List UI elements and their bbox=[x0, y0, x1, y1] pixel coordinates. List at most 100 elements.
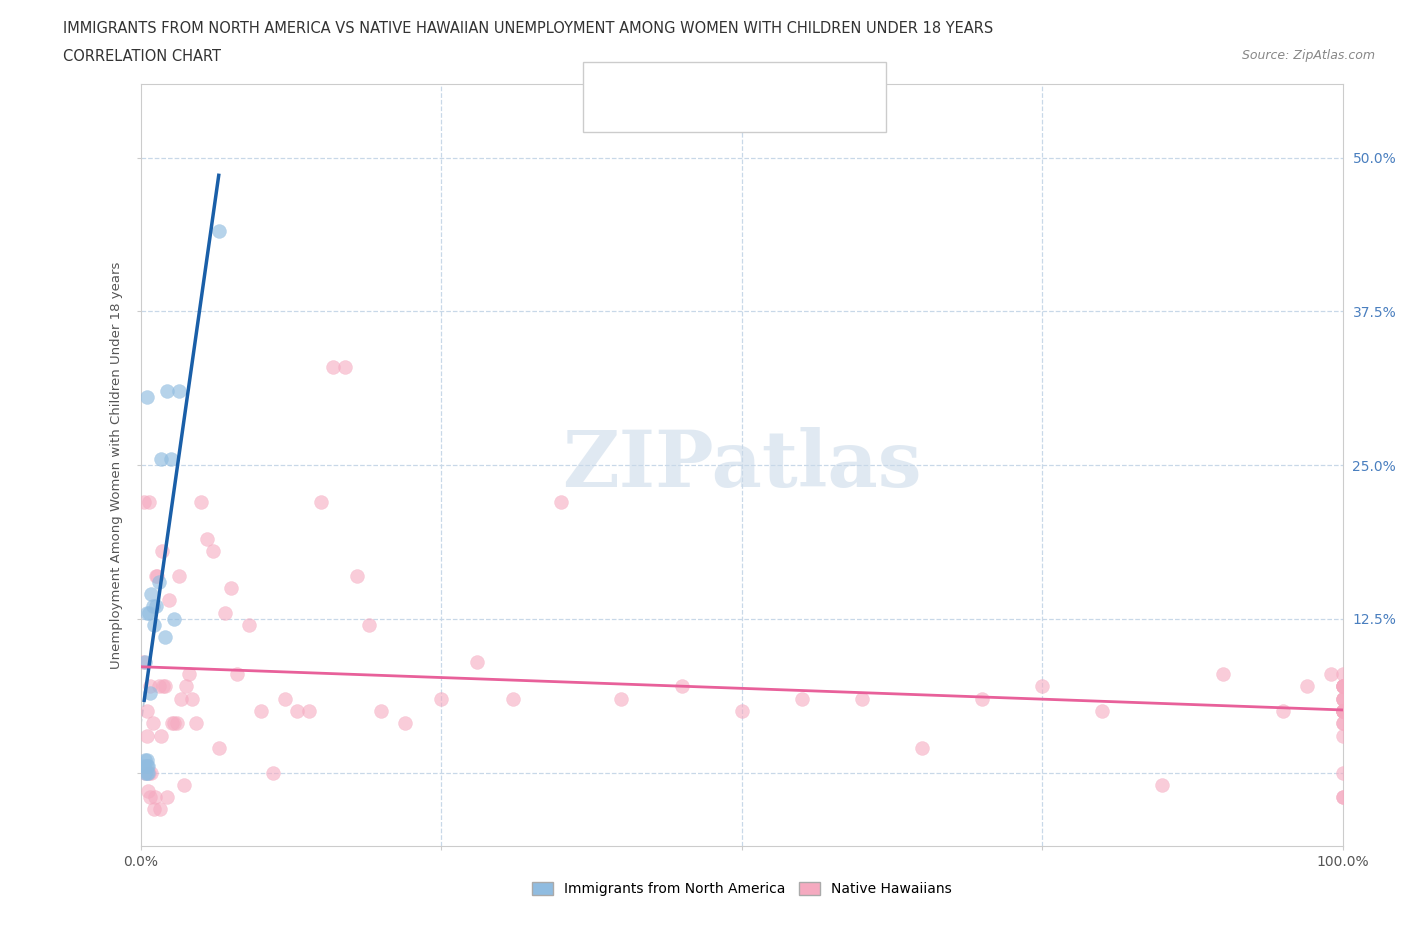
Point bbox=[134, 765, 156, 780]
Point bbox=[201, 544, 224, 559]
Point bbox=[134, 752, 156, 767]
Point bbox=[274, 691, 297, 706]
Point bbox=[1331, 679, 1354, 694]
Point bbox=[394, 716, 416, 731]
Point bbox=[153, 679, 176, 694]
Point bbox=[731, 704, 754, 719]
Point bbox=[159, 592, 181, 607]
Point bbox=[135, 704, 157, 719]
Point bbox=[150, 451, 173, 466]
Text: 25: 25 bbox=[770, 65, 793, 83]
Text: N =: N = bbox=[730, 65, 778, 83]
Point bbox=[1331, 790, 1354, 804]
Point bbox=[1271, 704, 1294, 719]
Point bbox=[1331, 704, 1354, 719]
Point bbox=[138, 765, 160, 780]
Point bbox=[225, 667, 247, 682]
Point bbox=[184, 716, 207, 731]
Point bbox=[135, 765, 157, 780]
Point bbox=[851, 691, 873, 706]
Point bbox=[163, 611, 186, 626]
Point bbox=[214, 605, 236, 620]
Point bbox=[1331, 691, 1354, 706]
Point bbox=[1331, 716, 1354, 731]
Point bbox=[142, 599, 165, 614]
Point bbox=[150, 544, 173, 559]
Point bbox=[322, 359, 344, 374]
Point bbox=[136, 783, 159, 798]
Text: ZIPatlas: ZIPatlas bbox=[562, 427, 921, 503]
Point bbox=[135, 752, 157, 767]
Point bbox=[142, 618, 165, 632]
Point bbox=[370, 704, 392, 719]
Point bbox=[610, 691, 633, 706]
Point bbox=[142, 716, 165, 731]
Point bbox=[346, 568, 368, 583]
Point bbox=[149, 802, 172, 817]
Point bbox=[430, 691, 453, 706]
Point bbox=[152, 679, 174, 694]
Point bbox=[148, 679, 170, 694]
Point bbox=[1295, 679, 1317, 694]
Point bbox=[298, 704, 321, 719]
Point bbox=[160, 716, 183, 731]
Point bbox=[550, 495, 572, 510]
Text: R =: R = bbox=[631, 65, 668, 83]
Point bbox=[1331, 679, 1354, 694]
Point bbox=[465, 655, 488, 670]
Text: 91: 91 bbox=[770, 95, 793, 113]
Point bbox=[285, 704, 308, 719]
Point bbox=[167, 568, 190, 583]
Text: N =: N = bbox=[730, 95, 778, 113]
Point bbox=[135, 728, 157, 743]
Point bbox=[970, 691, 993, 706]
Point bbox=[1319, 667, 1341, 682]
Point bbox=[502, 691, 524, 706]
Point bbox=[1331, 765, 1354, 780]
Point bbox=[671, 679, 693, 694]
Point bbox=[1331, 704, 1354, 719]
Point bbox=[145, 568, 167, 583]
Point bbox=[134, 655, 156, 670]
Point bbox=[139, 790, 162, 804]
Point bbox=[145, 599, 167, 614]
Point bbox=[148, 575, 170, 590]
Point bbox=[163, 716, 186, 731]
Point bbox=[195, 531, 218, 546]
Point bbox=[135, 759, 157, 774]
Point bbox=[1212, 667, 1234, 682]
Point bbox=[250, 704, 273, 719]
Point bbox=[911, 740, 934, 755]
Point bbox=[142, 802, 165, 817]
Point bbox=[173, 777, 195, 792]
Point bbox=[1331, 679, 1354, 694]
Point bbox=[1152, 777, 1174, 792]
Point bbox=[141, 587, 163, 602]
Point bbox=[134, 495, 156, 510]
Point bbox=[1331, 691, 1354, 706]
Point bbox=[333, 359, 356, 374]
Y-axis label: Unemployment Among Women with Children Under 18 years: Unemployment Among Women with Children U… bbox=[110, 261, 124, 669]
Point bbox=[143, 790, 166, 804]
Point bbox=[238, 618, 260, 632]
Text: Source: ZipAtlas.com: Source: ZipAtlas.com bbox=[1241, 49, 1375, 62]
Text: 0.017: 0.017 bbox=[665, 95, 717, 113]
Point bbox=[177, 667, 200, 682]
Point bbox=[1331, 704, 1354, 719]
Point bbox=[208, 224, 231, 239]
Point bbox=[134, 759, 156, 774]
Point bbox=[190, 495, 212, 510]
Point bbox=[1331, 667, 1354, 682]
Point bbox=[139, 679, 162, 694]
Text: 0.493: 0.493 bbox=[665, 65, 718, 83]
Point bbox=[174, 679, 197, 694]
Point bbox=[135, 390, 157, 405]
Point bbox=[146, 568, 169, 583]
Point bbox=[134, 765, 156, 780]
Point bbox=[1331, 704, 1354, 719]
Point bbox=[1331, 716, 1354, 731]
Point bbox=[136, 759, 159, 774]
Point bbox=[1031, 679, 1053, 694]
Point bbox=[262, 765, 284, 780]
Point bbox=[219, 580, 242, 595]
